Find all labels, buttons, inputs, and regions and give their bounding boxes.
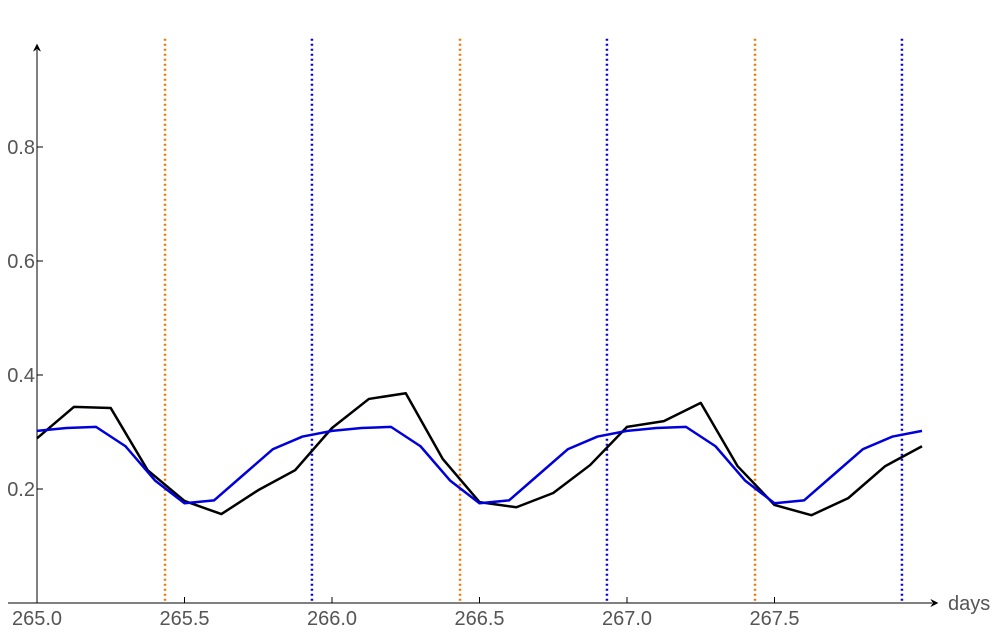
- x-tick-label: 265.5: [159, 608, 209, 630]
- x-tick-label: 265.0: [12, 608, 62, 630]
- x-tick-label: 267.5: [749, 608, 799, 630]
- x-axis-label: days: [948, 593, 990, 615]
- y-tick-label: 0.6: [7, 251, 35, 273]
- line-series: [36, 391, 923, 517]
- y-tick-label: 0.8: [7, 137, 35, 159]
- y-tick-label: 0.2: [7, 479, 35, 501]
- x-tick-label: 266.0: [307, 608, 357, 630]
- y-tick-label: 0.4: [7, 365, 35, 387]
- x-tick-label: 267.0: [602, 608, 652, 630]
- line-series: [36, 425, 923, 505]
- x-tick-label: 266.5: [454, 608, 504, 630]
